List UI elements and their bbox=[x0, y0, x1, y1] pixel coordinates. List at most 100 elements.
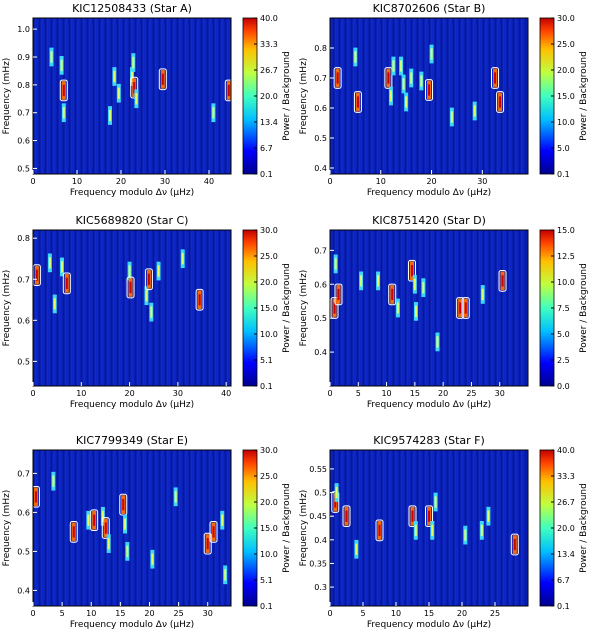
plot-area bbox=[330, 450, 528, 606]
mode-outline bbox=[209, 521, 218, 543]
colorbar-tick-label: 10.0 bbox=[557, 278, 575, 287]
panel-title: KIC8702606 (Star B) bbox=[373, 2, 486, 15]
y-tick-label: 0.4 bbox=[314, 348, 327, 357]
plot-frame bbox=[32, 449, 232, 607]
colorbar-tick-label: 20.0 bbox=[557, 66, 575, 75]
mode-core bbox=[413, 278, 416, 290]
x-tick-label: 0 bbox=[327, 177, 332, 186]
colorbar-tick-label: 7.5 bbox=[557, 304, 570, 313]
x-tick-label: 5 bbox=[360, 609, 365, 618]
mode-outline bbox=[375, 519, 384, 542]
x-axis-label: Frequency modulo Δν (μHz) bbox=[70, 620, 194, 630]
mode-core bbox=[355, 543, 358, 555]
mode-core bbox=[135, 93, 138, 105]
mode-core bbox=[334, 258, 337, 270]
x-tick-label: 0 bbox=[327, 609, 332, 618]
colorbar-tick-label: 5.1 bbox=[260, 356, 273, 365]
mode-core bbox=[337, 288, 340, 301]
colorbar-tick-label: 30.0 bbox=[260, 226, 278, 235]
y-tick-label: 0.4 bbox=[314, 536, 327, 545]
colorbar-tick-label: 12.5 bbox=[557, 252, 575, 261]
mode-core bbox=[104, 522, 107, 534]
y-tick-label: 0.35 bbox=[309, 559, 327, 568]
panel-1: 0 10 20 30 0.4 0.5 0.6 0.7 0.8 KIC8702606 (Star B… bbox=[299, 2, 589, 198]
colorbar-tick-label: 25.0 bbox=[260, 472, 278, 481]
colorbar-tick-label: 20.0 bbox=[260, 92, 278, 101]
mode-core bbox=[198, 294, 201, 306]
mode-core bbox=[464, 529, 467, 541]
y-axis-label: Frequency (mHz) bbox=[299, 58, 309, 135]
mode-core bbox=[389, 90, 392, 102]
colorbar-tick-label: 15.0 bbox=[260, 304, 278, 313]
y-tick-label: 0.5 bbox=[314, 314, 327, 323]
y-axis-label: Frequency (mHz) bbox=[299, 270, 309, 347]
panel-title: KIC5689820 (Star C) bbox=[76, 214, 189, 227]
panel-title: KIC9574283 (Star F) bbox=[373, 434, 485, 447]
colorbar-tick-label: 6.7 bbox=[260, 144, 273, 153]
mode-core bbox=[150, 306, 153, 318]
y-tick-label: 0.5 bbox=[17, 547, 30, 556]
mode-core bbox=[117, 87, 120, 99]
colorbar-tick-label: 20.0 bbox=[260, 498, 278, 507]
mode-core bbox=[109, 109, 111, 122]
colorbar-label: Power / Background bbox=[579, 263, 589, 353]
plot-frame bbox=[329, 229, 529, 387]
mode-core bbox=[34, 491, 37, 503]
mode-core bbox=[206, 537, 209, 550]
mode-core bbox=[122, 498, 125, 511]
mode-core bbox=[113, 70, 116, 83]
mode-outline bbox=[334, 283, 343, 306]
mode-core bbox=[334, 496, 337, 508]
colorbar-tick-label: 5.1 bbox=[260, 576, 273, 585]
mode-core bbox=[212, 107, 215, 119]
panel-title: KIC8751420 (Star D) bbox=[372, 214, 486, 227]
colorbar-tick-label: 20.0 bbox=[557, 524, 575, 533]
mode-core bbox=[487, 510, 490, 522]
mode-core bbox=[411, 265, 414, 277]
colorbar-tick-label: 0.1 bbox=[260, 602, 273, 611]
colorbar-tick-label: 2.5 bbox=[557, 356, 570, 365]
plot-frame bbox=[32, 17, 232, 175]
x-tick-label: 10 bbox=[76, 389, 86, 398]
mode-core bbox=[377, 275, 380, 287]
mode-core bbox=[65, 277, 68, 289]
mode-outline bbox=[425, 505, 433, 528]
mode-core bbox=[128, 265, 131, 277]
mode-core bbox=[212, 526, 215, 538]
y-tick-label: 0.7 bbox=[17, 469, 30, 478]
y-tick-label: 0.5 bbox=[314, 134, 327, 143]
colorbar-tick-label: 0.1 bbox=[557, 602, 570, 611]
mode-outline bbox=[342, 505, 351, 528]
y-tick-label: 0.6 bbox=[17, 137, 30, 146]
mode-core bbox=[481, 288, 484, 301]
mode-outline bbox=[101, 517, 110, 539]
mode-core bbox=[124, 518, 127, 530]
mode-core bbox=[422, 282, 425, 294]
y-tick-label: 0.6 bbox=[314, 104, 327, 113]
mode-core bbox=[513, 538, 516, 551]
y-axis-label: Frequency (mHz) bbox=[2, 270, 12, 347]
colorbar-tick-label: 25.0 bbox=[557, 40, 575, 49]
mode-core bbox=[428, 84, 430, 96]
colorbar-tick-label: 13.4 bbox=[260, 118, 278, 127]
y-tick-label: 0.5 bbox=[314, 489, 327, 498]
colorbar-tick-label: 40.0 bbox=[557, 446, 575, 455]
mode-core bbox=[62, 84, 65, 97]
plot-frame bbox=[329, 17, 529, 175]
plot-area bbox=[33, 18, 231, 174]
colorbar-label: Power / Background bbox=[579, 483, 589, 573]
mode-core bbox=[356, 96, 359, 108]
y-tick-label: 0.9 bbox=[17, 53, 30, 62]
mode-outline bbox=[203, 532, 212, 555]
mode-core bbox=[145, 290, 148, 302]
x-tick-label: 15 bbox=[410, 389, 420, 398]
x-tick-label: 20 bbox=[426, 177, 436, 186]
colorbar-tick-label: 15.0 bbox=[557, 92, 575, 101]
mode-outline bbox=[498, 270, 507, 292]
mode-outline bbox=[408, 505, 417, 528]
colorbar-tick-label: 30.0 bbox=[260, 446, 278, 455]
x-tick-label: 15 bbox=[115, 609, 125, 618]
colorbar-label: Power / Background bbox=[282, 263, 292, 353]
x-tick-label: 20 bbox=[144, 609, 154, 618]
mode-core bbox=[391, 288, 394, 301]
